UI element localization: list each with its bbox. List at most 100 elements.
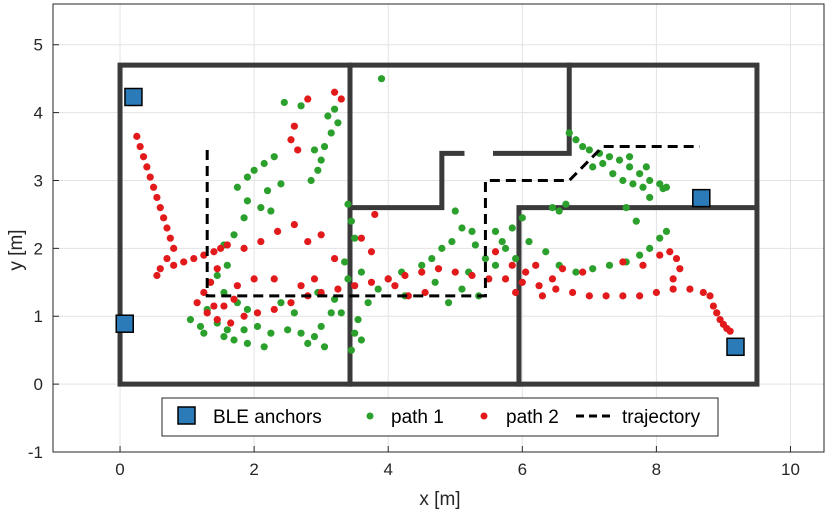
path-2-point bbox=[200, 288, 208, 297]
wall-segment bbox=[117, 62, 760, 387]
path-2-point bbox=[421, 288, 429, 297]
path-1-point bbox=[220, 333, 228, 341]
path-2-point bbox=[223, 241, 231, 249]
path-2-point bbox=[253, 309, 262, 317]
path-1-point bbox=[646, 176, 654, 185]
path-1-point bbox=[458, 224, 466, 232]
path-1-point bbox=[257, 204, 265, 212]
path-1-point bbox=[468, 227, 476, 235]
x-axis-label: x [m] bbox=[419, 489, 460, 510]
path-2-point bbox=[230, 295, 238, 303]
path-1-point bbox=[267, 207, 275, 215]
path-2-point bbox=[672, 254, 681, 263]
path-1-point bbox=[354, 316, 362, 324]
path-2-point bbox=[367, 248, 376, 256]
path-2-point bbox=[217, 244, 225, 252]
path-1-point bbox=[662, 227, 671, 235]
path-2-point bbox=[163, 224, 171, 232]
path-1-point bbox=[548, 204, 557, 212]
path-1-point bbox=[451, 207, 459, 215]
path-2-point bbox=[153, 193, 161, 202]
path-2-point bbox=[404, 292, 412, 300]
path-2-point bbox=[491, 248, 500, 256]
path-1-point bbox=[511, 254, 520, 263]
path-2-point bbox=[160, 214, 168, 222]
path-1-point bbox=[444, 299, 453, 307]
y-tick-label: 3 bbox=[34, 171, 43, 190]
path-2-point bbox=[726, 327, 734, 335]
path-2-point bbox=[652, 288, 660, 297]
path-1-point bbox=[337, 309, 345, 317]
path-2-point bbox=[287, 136, 295, 144]
path-2-point bbox=[240, 312, 248, 320]
x-tick-label: 10 bbox=[781, 460, 800, 479]
path-1-point bbox=[481, 254, 490, 263]
path-2-point bbox=[149, 183, 158, 191]
path-2-point bbox=[330, 88, 339, 96]
path-1-point bbox=[501, 244, 510, 252]
path-1-point bbox=[213, 271, 221, 280]
path-1-point bbox=[317, 156, 325, 164]
path-2-point bbox=[451, 268, 459, 276]
path-1-point bbox=[284, 326, 292, 334]
path-2-point bbox=[156, 204, 164, 212]
path-2-point bbox=[619, 258, 627, 266]
path-2-point bbox=[136, 142, 144, 151]
path-1-point bbox=[243, 173, 252, 181]
path-2-point bbox=[619, 292, 627, 300]
path-1-point bbox=[542, 248, 550, 256]
ble-anchor-marker bbox=[115, 314, 134, 333]
path-1-point bbox=[344, 275, 352, 283]
path-2-point bbox=[602, 292, 610, 300]
path-2-point bbox=[713, 309, 721, 317]
path-2-point bbox=[240, 244, 248, 252]
path-1-point bbox=[243, 197, 252, 205]
path-2-point bbox=[518, 278, 526, 286]
path-2-point bbox=[548, 275, 557, 283]
legend-trajectory-label: trajectory bbox=[622, 407, 701, 428]
path-1-point bbox=[491, 227, 500, 235]
path-1-point bbox=[431, 278, 439, 286]
path-1-point bbox=[317, 322, 325, 331]
path-1-point bbox=[491, 261, 500, 269]
path-2-point bbox=[686, 285, 694, 293]
path-2-point bbox=[287, 299, 295, 307]
path-2-point bbox=[334, 285, 342, 293]
path-2-point bbox=[535, 282, 543, 290]
path-2-point bbox=[203, 309, 211, 317]
path-1-point bbox=[622, 204, 630, 212]
path-1-point bbox=[615, 156, 624, 164]
legend-path2-label: path 2 bbox=[506, 407, 559, 428]
path-1-point bbox=[310, 333, 319, 341]
path-1-point bbox=[327, 129, 335, 137]
path-1-point bbox=[297, 329, 305, 337]
path-2-points bbox=[133, 88, 734, 335]
path-1-point bbox=[196, 322, 205, 331]
legend-box bbox=[161, 397, 719, 437]
path-2-point bbox=[636, 292, 644, 300]
path-1-point bbox=[636, 251, 644, 259]
path-1-point bbox=[327, 309, 335, 317]
path-2-point bbox=[568, 288, 577, 297]
path-1-point bbox=[525, 237, 533, 246]
path-1-point bbox=[223, 261, 231, 269]
y-axis-label: y [m] bbox=[6, 229, 27, 270]
y-tick-label: 2 bbox=[34, 239, 43, 258]
path-1-point bbox=[605, 261, 614, 269]
path-1-point bbox=[250, 166, 258, 174]
path-2-point bbox=[273, 227, 282, 235]
path-2-point bbox=[270, 305, 278, 314]
path-2-point bbox=[468, 271, 476, 280]
path-2-point bbox=[270, 275, 278, 283]
path-1-point bbox=[344, 200, 352, 208]
path-1-point bbox=[314, 166, 322, 174]
path-2-point bbox=[434, 265, 443, 273]
path-1-point bbox=[428, 254, 436, 263]
path-1-point bbox=[498, 237, 506, 246]
path-2-point bbox=[676, 265, 684, 273]
path-1-point bbox=[324, 112, 332, 120]
path-1-point bbox=[310, 146, 319, 154]
path-2-point bbox=[317, 288, 325, 297]
path-2-point bbox=[538, 292, 547, 300]
